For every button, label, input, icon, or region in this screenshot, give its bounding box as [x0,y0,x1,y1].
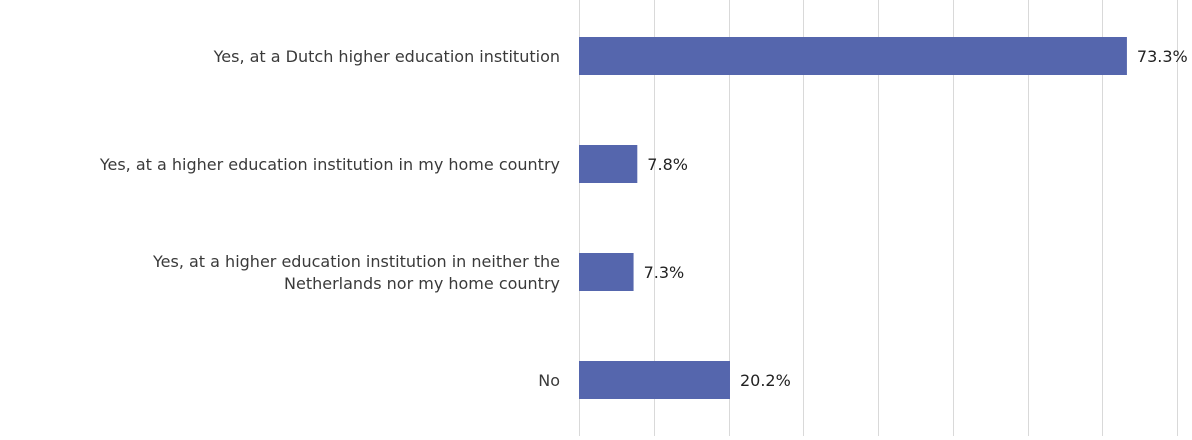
data-label: 20.2% [740,371,791,390]
bar [579,145,638,183]
category-label: Yes, at a higher education institution i… [99,155,560,174]
category-label: Yes, at a Dutch higher education institu… [213,47,560,66]
category-label: No [538,371,560,390]
category-label: Yes, at a higher education institution i… [152,252,560,271]
data-label: 73.3% [1137,47,1188,66]
bar [579,361,730,399]
bar [579,253,634,291]
bar [579,37,1127,75]
data-label: 7.3% [644,263,685,282]
data-label: 7.8% [647,155,688,174]
category-label: Netherlands nor my home country [284,274,560,293]
